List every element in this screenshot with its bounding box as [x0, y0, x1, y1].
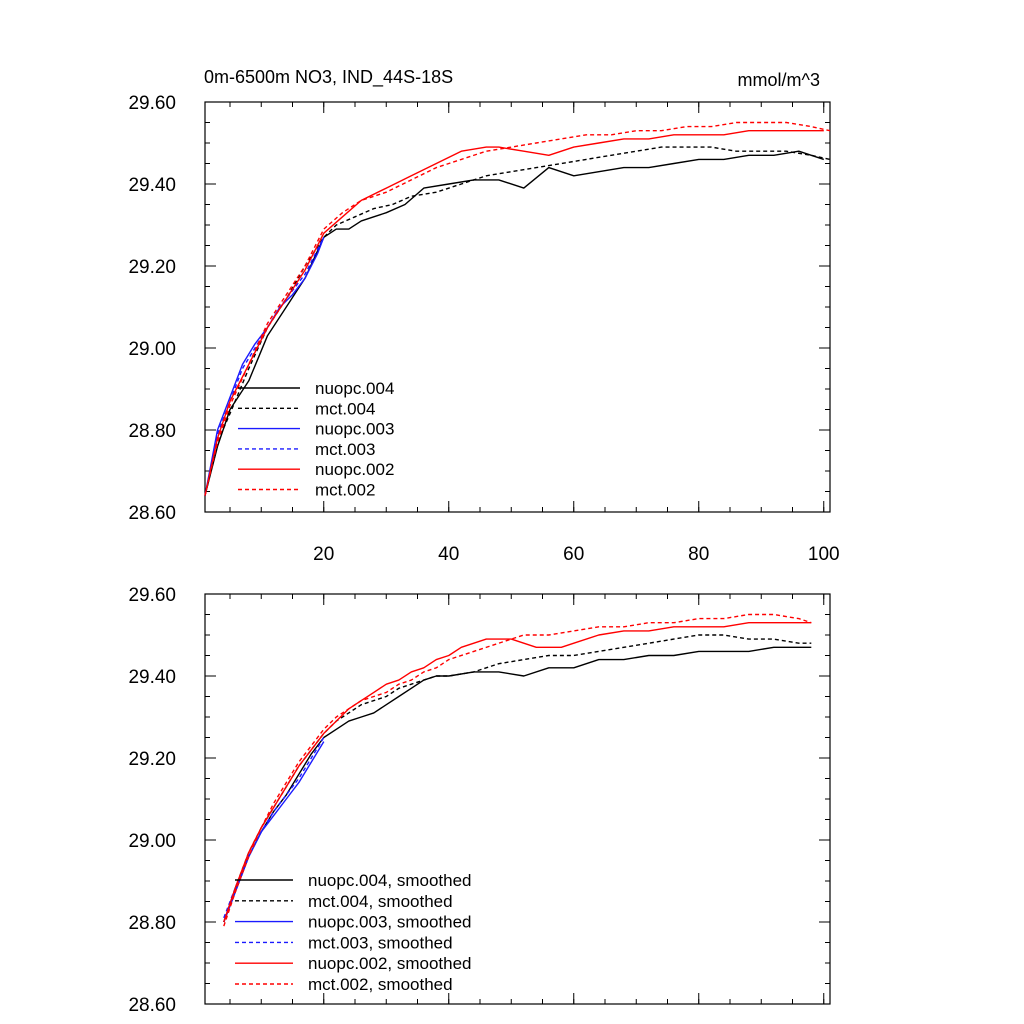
legend-label: mct.003, smoothed: [308, 933, 453, 952]
series-line-nuopc-002: [204, 129, 824, 496]
y-tick-label: 29.00: [128, 831, 176, 852]
legend-label: nuopc.004, smoothed: [308, 871, 472, 890]
y-tick-label: 28.60: [128, 995, 176, 1016]
y-tick-label: 29.60: [128, 585, 176, 606]
y-tick-label: 29.40: [128, 667, 176, 688]
legend-label: mct.003: [315, 440, 375, 459]
plot-frame: [204, 593, 831, 1005]
x-tick-label: 20: [313, 544, 334, 565]
y-tick-label: 29.60: [128, 93, 176, 114]
y-tick-label: 28.80: [128, 913, 176, 934]
y-tick-label: 29.20: [128, 749, 176, 770]
x-tick-label: 40: [438, 544, 459, 565]
series-line-nuopc-003: [204, 237, 325, 496]
series-line-mct-002-smoothed: [223, 613, 812, 927]
legend-label: mct.004, smoothed: [308, 892, 453, 911]
legend-label: nuopc.003: [315, 420, 394, 439]
y-tick-label: 29.20: [128, 257, 176, 278]
panel-raw: 28.60 28.80 29.00 29.20 29.40 29.60 20 40 60 80 10…: [128, 93, 839, 565]
legend: nuopc.004, smoothed mct.004, smoothed nuop…: [235, 871, 472, 994]
legend-label: mct.004: [315, 399, 375, 418]
x-tick-label: 60: [563, 544, 584, 565]
legend-label: nuopc.004: [315, 379, 394, 398]
chart-units-label: mmol/m^3: [738, 70, 820, 90]
series-line-mct-002: [204, 121, 831, 496]
series-line-nuopc-002-smoothed: [223, 622, 812, 923]
chart-title: 0m-6500m NO3, IND_44S-18S: [204, 67, 453, 88]
legend-label: nuopc.003, smoothed: [308, 913, 472, 932]
panel-smoothed: 28.60 28.80 29.00 29.20 29.40 29.60 nuopc.004,…: [128, 585, 831, 1016]
plot-frame: [204, 101, 831, 513]
x-tick-label: 80: [688, 544, 709, 565]
legend-label: nuopc.002: [315, 460, 394, 479]
legend-label: mct.002: [315, 481, 375, 500]
y-tick-label: 29.00: [128, 339, 176, 360]
x-tick-label: 100: [808, 544, 840, 565]
legend-label: nuopc.002, smoothed: [308, 954, 472, 973]
y-tick-label: 28.80: [128, 421, 176, 442]
y-tick-label: 28.60: [128, 503, 176, 524]
y-tick-label: 29.40: [128, 175, 176, 196]
series-line-mct-004: [204, 146, 831, 496]
legend-label: mct.002, smoothed: [308, 975, 453, 994]
series-line-nuopc-004: [204, 150, 825, 496]
